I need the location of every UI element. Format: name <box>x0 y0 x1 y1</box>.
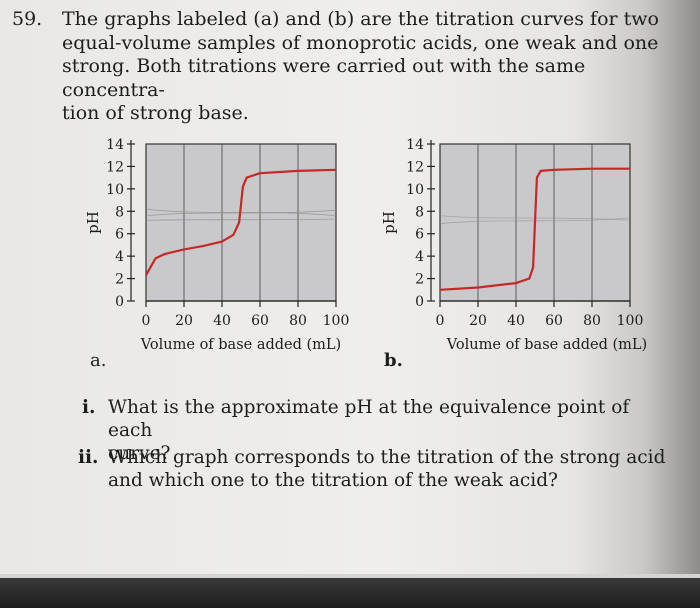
y-tick-label: 2 <box>415 272 424 288</box>
x-tick-label: 60 <box>545 313 563 329</box>
y-axis-label: pH <box>380 211 398 234</box>
y-tick-label: 8 <box>115 204 124 220</box>
y-tick-label: 2 <box>115 272 124 288</box>
y-tick-label: 12 <box>106 159 124 175</box>
y-tick-label: 8 <box>415 204 424 220</box>
question-text: The graphs labeled (a) and (b) are the t… <box>62 8 662 126</box>
y-tick-label: 12 <box>406 159 424 175</box>
y-tick-label: 6 <box>115 227 124 243</box>
question-line: strong. Both titrations were carried out… <box>62 55 586 101</box>
y-tick-label: 10 <box>406 182 424 198</box>
subquestion-ii: ii. Which graph corresponds to the titra… <box>78 446 678 496</box>
table-surface <box>0 578 700 608</box>
titration-curve <box>145 168 337 276</box>
x-tick-label: 20 <box>469 313 487 329</box>
y-tick-label: 0 <box>115 294 124 310</box>
pencil-mark <box>145 209 337 217</box>
titration-chart-b: 0 2 4 6 8 10 12 14 pH 0 20 40 60 80 100 Volume of base … <box>380 137 647 353</box>
question-line: equal-volume samples of monoprotic acids… <box>62 31 659 54</box>
page-edge <box>0 574 700 578</box>
subquestion-numeral: ii. <box>78 447 99 468</box>
subquestion-i: i. What is the approximate pH at the equ… <box>82 396 682 464</box>
subquestion-line: curve? <box>108 443 171 464</box>
question-line: The graphs labeled (a) and (b) are the t… <box>62 8 659 30</box>
y-tick-label: 14 <box>106 137 124 153</box>
x-tick-label: 0 <box>436 313 445 329</box>
y-tick-label: 14 <box>406 137 424 153</box>
y-tick-label: 4 <box>415 249 424 265</box>
x-tick-label: 40 <box>507 313 525 329</box>
y-axis-label: pH <box>84 211 102 234</box>
x-axis-label: Volume of base added (mL) <box>446 337 647 353</box>
x-tick-label: 40 <box>213 313 231 329</box>
x-tick-label: 60 <box>251 313 269 329</box>
y-tick-label: 4 <box>115 249 124 265</box>
subquestion-line: Which graph corresponds to the titration… <box>108 447 666 468</box>
x-tick-label: 80 <box>289 313 307 329</box>
pencil-mark <box>439 217 631 225</box>
y-tick-label: 6 <box>415 227 424 243</box>
pencil-mark <box>439 215 631 221</box>
y-tick-label: 0 <box>415 294 424 310</box>
subquestion-numeral: i. <box>82 397 96 418</box>
x-tick-label: 20 <box>175 313 193 329</box>
x-tick-label: 0 <box>142 313 151 329</box>
titration-chart-b-svg: 0 2 4 6 8 10 12 14 pH 0 20 40 60 80 100 Volume of base … <box>380 137 647 353</box>
titration-chart-a-svg: 0 2 4 6 8 10 12 14 pH 0 20 40 60 80 100 Volume of base … <box>84 137 350 353</box>
x-axis-label: Volume of base added (mL) <box>140 337 341 353</box>
x-tick-label: 100 <box>323 313 350 329</box>
pencil-mark <box>145 218 337 221</box>
question-number: 59. <box>12 8 43 30</box>
titration-curve <box>439 167 630 291</box>
subquestion-line: What is the approximate pH at the equiva… <box>108 397 630 441</box>
subquestion-line: and which one to the titration of the we… <box>108 470 558 491</box>
pencil-mark <box>145 208 337 217</box>
x-tick-label: 80 <box>583 313 601 329</box>
y-tick-label: 10 <box>106 182 124 198</box>
panel-label-a: a. <box>90 350 107 371</box>
question-line: tion of strong base. <box>62 102 249 124</box>
titration-chart-a: 0 2 4 6 8 10 12 14 pH 0 20 40 60 80 100 Volume of base … <box>84 137 350 353</box>
x-tick-label: 100 <box>617 313 644 329</box>
panel-label-b: b. <box>384 350 403 371</box>
